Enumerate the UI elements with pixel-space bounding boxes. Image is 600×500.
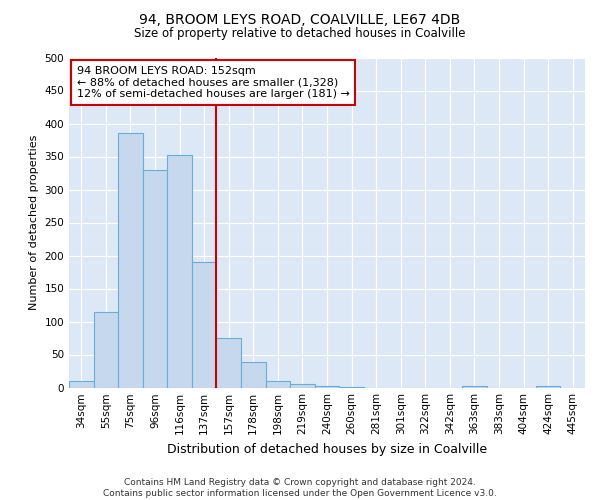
- Bar: [192, 262, 217, 388]
- Bar: [143, 170, 167, 388]
- Bar: [339, 387, 364, 388]
- Bar: [315, 386, 339, 388]
- Y-axis label: Number of detached properties: Number of detached properties: [29, 135, 39, 310]
- Text: 94 BROOM LEYS ROAD: 152sqm
← 88% of detached houses are smaller (1,328)
12% of s: 94 BROOM LEYS ROAD: 152sqm ← 88% of deta…: [77, 66, 350, 99]
- Bar: [536, 386, 560, 388]
- X-axis label: Distribution of detached houses by size in Coalville: Distribution of detached houses by size …: [167, 443, 487, 456]
- Bar: [217, 338, 241, 388]
- Text: Size of property relative to detached houses in Coalville: Size of property relative to detached ho…: [134, 28, 466, 40]
- Bar: [167, 154, 192, 388]
- Bar: [94, 312, 118, 388]
- Bar: [290, 384, 315, 388]
- Text: 94, BROOM LEYS ROAD, COALVILLE, LE67 4DB: 94, BROOM LEYS ROAD, COALVILLE, LE67 4DB: [139, 12, 461, 26]
- Bar: [118, 134, 143, 388]
- Bar: [266, 381, 290, 388]
- Text: Contains HM Land Registry data © Crown copyright and database right 2024.
Contai: Contains HM Land Registry data © Crown c…: [103, 478, 497, 498]
- Bar: [462, 386, 487, 388]
- Bar: [241, 362, 266, 388]
- Bar: [69, 381, 94, 388]
